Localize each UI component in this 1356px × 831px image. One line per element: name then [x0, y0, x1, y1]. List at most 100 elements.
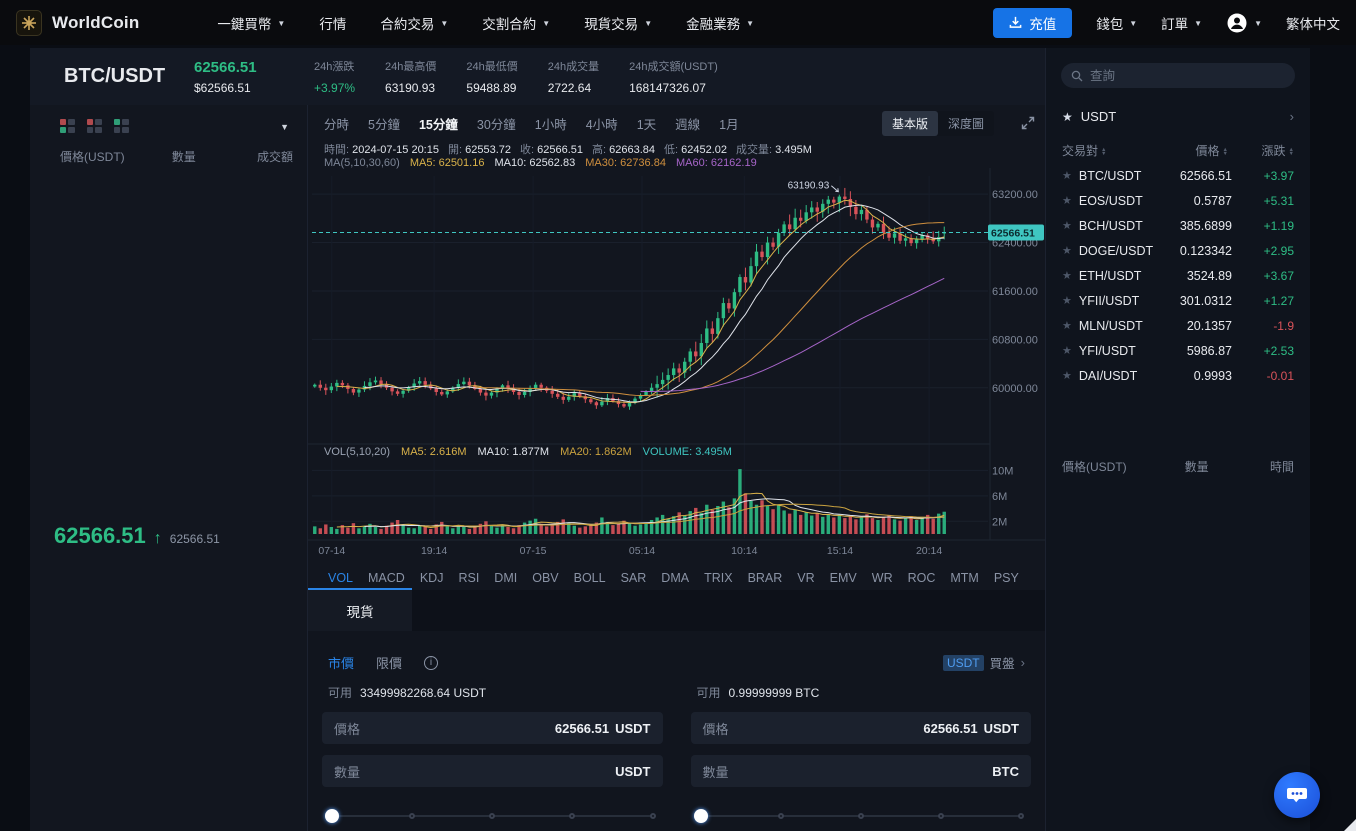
- nav-item-金融業務[interactable]: 金融業務 ▼: [686, 13, 754, 33]
- orderbook-view-both-icon[interactable]: [60, 119, 75, 134]
- language-switch[interactable]: 繁体中文: [1286, 16, 1340, 32]
- indicator-BRAR[interactable]: BRAR: [747, 571, 783, 585]
- indicator-TRIX[interactable]: TRIX: [704, 571, 733, 585]
- market-row-DOGE/USDT[interactable]: ★ DOGE/USDT 0.123342 +2.95: [1046, 238, 1310, 263]
- indicator-EMV[interactable]: EMV: [829, 571, 857, 585]
- market-row-DAI/USDT[interactable]: ★ DAI/USDT 0.9993 -0.01: [1046, 363, 1310, 388]
- slider-dot-100[interactable]: [649, 813, 656, 819]
- market-row-YFII/USDT[interactable]: ★ YFII/USDT 301.0312 +1.27: [1046, 288, 1310, 313]
- market-row-BCH/USDT[interactable]: ★ BCH/USDT 385.6899 +1.19: [1046, 213, 1310, 238]
- star-icon[interactable]: ★: [1062, 370, 1072, 382]
- search-input[interactable]: [1090, 68, 1260, 83]
- star-icon[interactable]: ★: [1062, 270, 1072, 282]
- market-col-交易對[interactable]: 交易對 ▲ ▼: [1062, 144, 1107, 158]
- indicator-PSY[interactable]: PSY: [993, 571, 1019, 585]
- star-icon[interactable]: ★: [1062, 195, 1072, 207]
- indicator-MTM[interactable]: MTM: [950, 571, 979, 585]
- star-icon[interactable]: ★: [1062, 220, 1072, 232]
- market-col-漲跌[interactable]: 漲跌 ▲ ▼: [1261, 144, 1294, 158]
- star-icon[interactable]: ★: [1062, 295, 1072, 307]
- pair-change: +5.31: [1263, 193, 1294, 208]
- star-icon[interactable]: ★: [1062, 245, 1072, 257]
- slider-dot-25[interactable]: [777, 813, 784, 819]
- nav-item-交割合約[interactable]: 交割合約 ▼: [482, 13, 550, 33]
- timeframe-15分鐘[interactable]: 15分鐘: [418, 117, 458, 132]
- timeframe-1月[interactable]: 1月: [719, 117, 739, 132]
- orderbook-view-asks-icon[interactable]: [87, 119, 102, 134]
- indicator-DMI[interactable]: DMI: [494, 571, 518, 585]
- deposit-button[interactable]: 充值: [993, 7, 1073, 38]
- pair-change: +1.27: [1263, 293, 1294, 308]
- candlestick-chart[interactable]: 63200.00 62400.00 61600.00 60800.00 60000.00…: [308, 168, 1045, 560]
- orderbook-toolbar: ▼: [30, 105, 307, 134]
- buy-price-field[interactable]: 價格 62566.51 USDT: [322, 712, 663, 744]
- sell-amount-field[interactable]: 數量 BTC: [690, 755, 1031, 787]
- timeframe-1天[interactable]: 1天: [636, 117, 657, 132]
- buy-amount-slider[interactable]: [325, 809, 659, 823]
- ticker-stat: 24h成交量 2722.64: [548, 58, 599, 95]
- account-menu[interactable]: ▼: [1226, 12, 1262, 34]
- nav-item-合約交易[interactable]: 合約交易 ▼: [380, 13, 448, 33]
- sell-price-field[interactable]: 價格 62566.51 USDT: [690, 712, 1031, 744]
- nav-item-一鍵買幣[interactable]: 一鍵買幣 ▼: [217, 13, 285, 33]
- info-icon[interactable]: i: [424, 655, 439, 670]
- slider-handle[interactable]: [693, 809, 708, 823]
- nav-item-行情[interactable]: 行情: [319, 13, 346, 33]
- order-type-限價[interactable]: 限價: [376, 656, 403, 671]
- indicator-KDJ[interactable]: KDJ: [419, 571, 444, 585]
- market-col-價格[interactable]: 價格 ▲ ▼: [1195, 144, 1228, 158]
- orderbook-view-bids-icon[interactable]: [114, 119, 129, 134]
- indicator-MACD[interactable]: MACD: [368, 571, 405, 585]
- market-row-ETH/USDT[interactable]: ★ ETH/USDT 3524.89 +3.67: [1046, 263, 1310, 288]
- pair-name: DOGE/USDT: [1078, 243, 1154, 258]
- indicator-VR[interactable]: VR: [797, 571, 815, 585]
- star-icon[interactable]: ★: [1062, 170, 1072, 182]
- timeframe-4小時[interactable]: 4小時: [585, 117, 618, 132]
- mid-price-row[interactable]: 62566.51 ↑ 62566.51: [30, 523, 307, 549]
- indicator-DMA[interactable]: DMA: [661, 571, 690, 585]
- slider-dot-100[interactable]: [1018, 813, 1024, 819]
- order-type-市價[interactable]: 市價: [328, 656, 355, 671]
- indicator-OBV[interactable]: OBV: [532, 571, 559, 585]
- slider-dot-75[interactable]: [569, 813, 576, 819]
- timeframe-1小時[interactable]: 1小時: [534, 117, 567, 132]
- favorites-usdt-row[interactable]: ★ USDT ›: [1062, 109, 1294, 124]
- indicator-VOL[interactable]: VOL: [328, 571, 354, 585]
- brand[interactable]: WorldCoin: [16, 9, 139, 36]
- indicator-ROC[interactable]: ROC: [907, 571, 936, 585]
- timeframe-分時[interactable]: 分時: [324, 117, 350, 132]
- timeframe-30分鐘[interactable]: 30分鐘: [476, 117, 516, 132]
- market-search[interactable]: [1061, 63, 1295, 88]
- sell-amount-slider[interactable]: [693, 809, 1028, 823]
- wallet-menu[interactable]: 錢包 ▼: [1096, 16, 1138, 32]
- market-row-MLN/USDT[interactable]: ★ MLN/USDT 20.1357 -1.9: [1046, 313, 1310, 338]
- view-tab-基本版[interactable]: 基本版: [881, 110, 938, 136]
- slider-dot-50[interactable]: [489, 813, 496, 819]
- star-icon[interactable]: ★: [1062, 345, 1072, 357]
- indicator-RSI[interactable]: RSI: [458, 571, 480, 585]
- indicator-BOLL[interactable]: BOLL: [573, 571, 606, 585]
- view-tab-深度圖[interactable]: 深度圖: [947, 116, 984, 131]
- chat-fab[interactable]: [1274, 772, 1320, 818]
- tab-spot[interactable]: 現貨: [308, 590, 412, 631]
- fullscreen-icon[interactable]: [1021, 116, 1035, 130]
- star-icon[interactable]: ★: [1062, 320, 1072, 332]
- indicator-SAR[interactable]: SAR: [620, 571, 647, 585]
- market-row-BTC/USDT[interactable]: ★ BTC/USDT 62566.51 +3.97: [1046, 163, 1310, 188]
- orders-menu[interactable]: 訂單 ▼: [1161, 16, 1203, 32]
- market-row-EOS/USDT[interactable]: ★ EOS/USDT 0.5787 +5.31: [1046, 188, 1310, 213]
- precision-dropdown[interactable]: ▼: [280, 121, 289, 132]
- market-row-YFI/USDT[interactable]: ★ YFI/USDT 5986.87 +2.53: [1046, 338, 1310, 363]
- indicator-WR[interactable]: WR: [871, 571, 893, 585]
- timeframe-週線[interactable]: 週線: [675, 117, 701, 132]
- slider-handle[interactable]: [325, 809, 339, 823]
- slider-dot-25[interactable]: [409, 813, 416, 819]
- buy-amount-field[interactable]: 數量 USDT: [322, 755, 663, 787]
- slider-dot-50[interactable]: [857, 813, 864, 819]
- quote-currency-selector[interactable]: USDT 買盤 ›: [942, 653, 1025, 672]
- quote-chip: USDT: [942, 654, 984, 671]
- slider-dot-75[interactable]: [937, 813, 944, 819]
- trades-col-數量: 數量: [1184, 460, 1209, 474]
- nav-item-現貨交易[interactable]: 現貨交易 ▼: [584, 13, 652, 33]
- timeframe-5分鐘[interactable]: 5分鐘: [368, 117, 400, 132]
